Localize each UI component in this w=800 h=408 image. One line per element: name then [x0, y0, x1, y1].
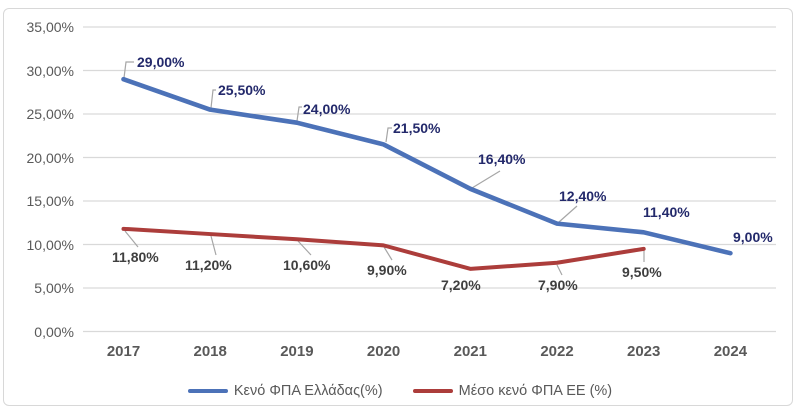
data-label: 10,60%	[283, 257, 331, 273]
data-label-leader-line	[556, 264, 563, 276]
data-label: 11,80%	[112, 249, 159, 265]
data-label-leader-line	[296, 106, 302, 122]
x-axis-tick-label: 2024	[713, 343, 748, 360]
legend-label-greece: Κενό ΦΠΑ Ελλάδας(%)	[233, 383, 383, 399]
data-label: 12,40%	[559, 188, 607, 204]
legend-label-eu: Μέσο κενό ΦΠΑ ΕΕ (%)	[458, 383, 613, 399]
data-label-leader-line	[124, 230, 139, 248]
data-label-leader-line	[123, 61, 134, 79]
legend-line-swatch-eu	[412, 388, 453, 394]
y-axis-tick-label: 30,00%	[26, 62, 74, 79]
x-axis-tick-label: 2023	[627, 343, 661, 360]
data-label-leader-line	[383, 246, 393, 261]
legend-line-swatch-greece	[187, 388, 228, 394]
data-label-leader-line	[385, 127, 392, 143]
y-axis-tick-label: 5,00%	[34, 280, 74, 296]
y-axis-tick-label: 25,00%	[26, 106, 74, 122]
x-axis-tick-label: 2022	[540, 343, 574, 360]
series-line-greece	[121, 76, 733, 256]
data-label: 7,20%	[441, 277, 481, 293]
x-axis-tick-label: 2020	[366, 343, 401, 360]
data-label-leader-line	[210, 235, 217, 256]
data-label-leader-line	[471, 170, 501, 189]
data-label: 9,90%	[367, 262, 407, 278]
y-axis-tick-label: 10,00%	[26, 236, 74, 253]
chart-border	[3, 8, 793, 406]
data-label: 21,50%	[393, 120, 441, 136]
legend-item-greece: Κενό ΦΠΑ Ελλάδας(%)	[187, 382, 383, 400]
data-label: 11,40%	[643, 204, 690, 220]
data-label: 29,00%	[137, 54, 185, 70]
y-axis-tick-label: 35,00%	[26, 19, 74, 35]
x-axis-tick-label: 2018	[193, 343, 227, 360]
data-label: 24,00%	[303, 101, 351, 117]
data-label: 11,20%	[185, 257, 232, 273]
legend: Κενό ΦΠΑ Ελλάδας(%) Μέσο κενό ΦΠΑ ΕΕ (%)	[0, 382, 800, 400]
data-label: 7,90%	[538, 277, 578, 293]
data-label: 25,50%	[218, 82, 266, 98]
data-label-leader-line	[210, 89, 216, 109]
series-line-eu	[121, 226, 646, 271]
data-label-leader-line	[297, 240, 312, 256]
data-label-leader-line	[558, 205, 578, 223]
y-axis-tick-label: 0,00%	[34, 323, 74, 340]
data-label: 9,00%	[733, 229, 773, 245]
legend-item-eu: Μέσο κενό ΦΠΑ ΕΕ (%)	[412, 382, 613, 400]
y-axis-tick-label: 20,00%	[26, 149, 74, 166]
data-label: 16,40%	[478, 151, 526, 167]
data-label: 9,50%	[622, 264, 662, 280]
x-axis-tick-label: 2019	[280, 343, 314, 360]
x-axis-tick-label: 2021	[453, 343, 487, 360]
y-axis-tick-label: 15,00%	[26, 193, 74, 209]
x-axis-tick-label: 2017	[106, 343, 141, 360]
